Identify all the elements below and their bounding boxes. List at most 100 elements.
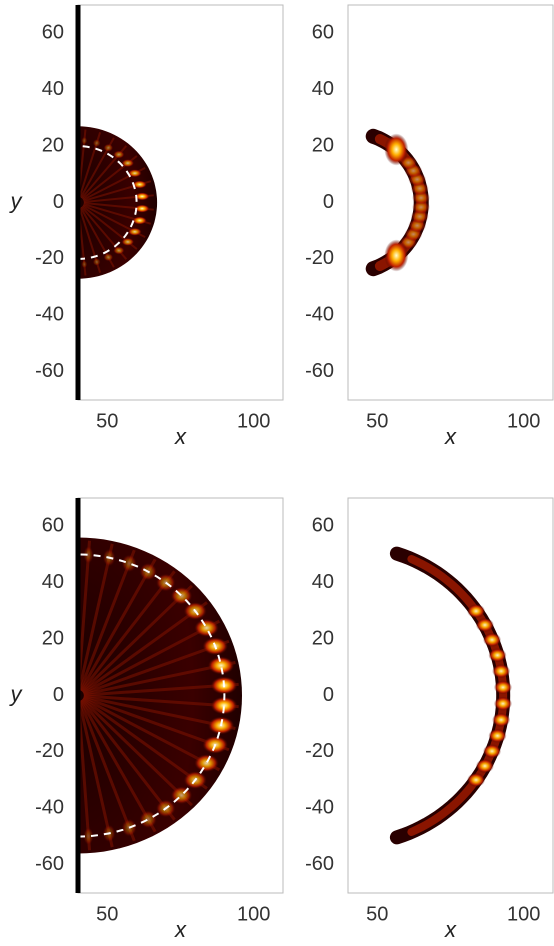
crescent-core [407, 555, 508, 836]
hot-spot [113, 246, 125, 255]
intensity-map [75, 498, 242, 893]
y-tick-label: -60 [305, 360, 334, 382]
hot-spot [384, 239, 409, 272]
hot-spot [83, 545, 94, 564]
hot-spot [92, 257, 101, 266]
hot-spot [194, 618, 219, 637]
x-tick-label: 50 [96, 410, 118, 432]
hot-spot [81, 260, 88, 269]
panel: -60 -40 -20 0 20 40 60 50 100 x [305, 4, 554, 449]
hot-spot [127, 169, 142, 178]
y-tick-label: 0 [53, 191, 64, 213]
fringe [79, 558, 157, 692]
hot-spot [492, 664, 511, 679]
hot-spot [467, 772, 486, 787]
x-axis-label: x [174, 917, 187, 941]
fringe [78, 549, 136, 691]
y-tick-label: 60 [42, 21, 64, 43]
panel: -60 -40 -20 0 20 40 60 50 100 x y [9, 497, 284, 942]
x-tick-label: 100 [507, 903, 540, 925]
hot-spot [127, 227, 142, 236]
crescent [389, 546, 511, 845]
x-tick-label: 100 [237, 903, 270, 925]
y-tick-label: 60 [312, 514, 334, 536]
hot-spot [103, 143, 114, 152]
intensity-map [389, 546, 512, 845]
reference-arc [77, 553, 226, 838]
hot-spot [492, 712, 511, 727]
hot-spot [194, 754, 219, 773]
hot-spot [113, 150, 125, 159]
hot-spot [488, 648, 507, 663]
y-axis-label: y [9, 188, 24, 213]
y-tick-label: -60 [35, 853, 64, 875]
fringe [81, 601, 208, 694]
y-tick-label: -20 [35, 740, 64, 762]
plot-frame [347, 497, 554, 894]
fringe [77, 700, 114, 848]
y-tick-label: 40 [312, 571, 334, 593]
panel: -60 -40 -20 0 20 40 60 50 100 x y [9, 4, 284, 449]
y-tick-label: -40 [35, 304, 64, 326]
hot-spot [488, 728, 507, 743]
fringe [81, 698, 193, 807]
fringe [80, 570, 176, 692]
hot-spot [467, 604, 486, 619]
hot-spot [483, 632, 502, 647]
hot-spot [475, 618, 494, 633]
x-tick-label: 100 [237, 410, 270, 432]
hot-spot [170, 586, 193, 605]
reference-arc [78, 145, 138, 260]
fringe [78, 700, 136, 842]
y-tick-label: 0 [323, 684, 334, 706]
hot-spot [121, 159, 135, 168]
hot-spot [103, 253, 114, 262]
hot-spot [207, 656, 235, 675]
y-tick-label: 60 [312, 21, 334, 43]
hot-spot [493, 680, 512, 695]
x-tick-label: 100 [507, 410, 540, 432]
y-tick-label: -40 [305, 797, 334, 819]
x-tick-label: 50 [96, 903, 118, 925]
y-tick-label: 20 [42, 627, 64, 649]
y-tick-label: -60 [305, 853, 334, 875]
intensity-map [365, 128, 431, 277]
fringe [77, 543, 114, 691]
hot-spot [139, 810, 157, 829]
y-tick-label: -20 [305, 740, 334, 762]
plot-frame [347, 4, 554, 401]
y-axis-label: y [9, 681, 24, 706]
y-tick-label: 0 [323, 191, 334, 213]
y-tick-label: 20 [312, 134, 334, 156]
hot-spot [132, 216, 147, 225]
x-tick-label: 50 [366, 903, 388, 925]
hot-spot [210, 696, 238, 715]
hot-spot [483, 744, 502, 759]
y-tick-label: 40 [42, 571, 64, 593]
x-axis-label: x [444, 424, 457, 449]
y-tick-label: 20 [312, 627, 334, 649]
x-tick-label: 50 [366, 410, 388, 432]
intensity-map [75, 5, 158, 400]
hot-spot [475, 758, 494, 773]
fringe [80, 699, 176, 821]
hot-spot [121, 554, 137, 573]
y-tick-label: 20 [42, 134, 64, 156]
x-axis-label: x [444, 917, 457, 941]
y-tick-label: -20 [305, 247, 334, 269]
hot-spot [81, 136, 88, 145]
fringe [79, 699, 157, 833]
x-axis-label: x [174, 424, 187, 449]
y-tick-label: 40 [42, 78, 64, 100]
hot-spot [384, 133, 409, 166]
y-tick-label: 40 [312, 78, 334, 100]
y-tick-label: -20 [35, 247, 64, 269]
fringe [81, 697, 208, 790]
hot-spot [121, 237, 135, 246]
hot-spot [493, 696, 512, 711]
hot-spot [83, 827, 94, 846]
panel: -60 -40 -20 0 20 40 60 50 100 x [305, 497, 554, 942]
hot-spot [134, 192, 150, 201]
hot-spot [92, 139, 101, 148]
